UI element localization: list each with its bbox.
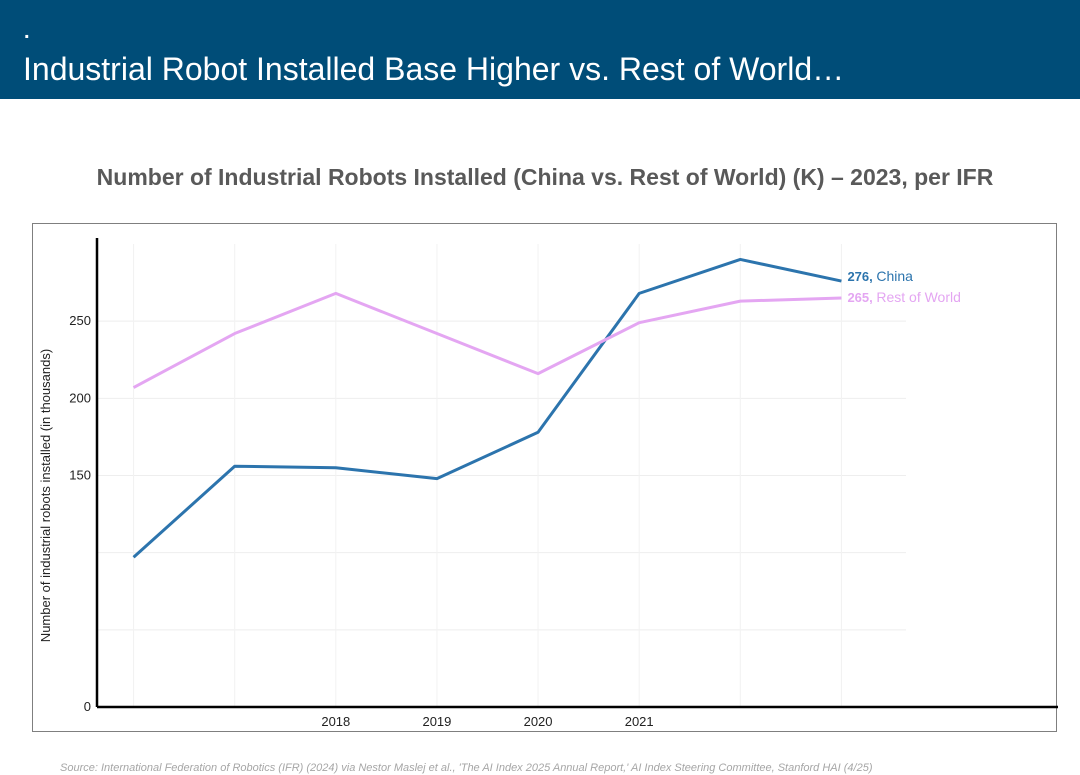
series-name: Rest of World [876, 289, 961, 305]
series-end-label: 276, China [847, 268, 913, 284]
chart-frame: 0 150 200 250 2018 2019 2020 2021 Number of indu… [32, 223, 1058, 732]
x-tick-label: 2018 [321, 714, 350, 729]
y-tick-label: 150 [69, 468, 91, 483]
slide-title: Industrial Robot Installed Base Higher v… [23, 51, 845, 87]
series-line-china [132, 257, 842, 559]
header-bar: . Industrial Robot Installed Base Higher… [0, 0, 1080, 99]
header-bullet: . [24, 21, 30, 43]
series-end-value: 276, [847, 269, 876, 284]
source-note: Source: International Federation of Robo… [60, 762, 873, 774]
x-tick-label: 2020 [524, 714, 553, 729]
series-end-label: 265, Rest of World [847, 289, 960, 305]
series-name: China [876, 268, 913, 284]
y-tick-label: 250 [69, 313, 91, 328]
y-axis-label: Number of industrial robots installed (i… [38, 349, 53, 642]
chart-title: Number of Industrial Robots Installed (C… [96, 164, 994, 190]
series-end-value: 265, [847, 290, 876, 305]
x-tick-label: 2019 [422, 714, 451, 729]
y-tick-label: 200 [69, 390, 91, 405]
line-chart: 0 150 200 250 2018 2019 2020 2021 Number of indu… [38, 238, 1058, 729]
y-tick-label: 0 [84, 699, 91, 714]
x-tick-label: 2021 [625, 714, 654, 729]
series-line-rest-of-world [132, 291, 842, 389]
